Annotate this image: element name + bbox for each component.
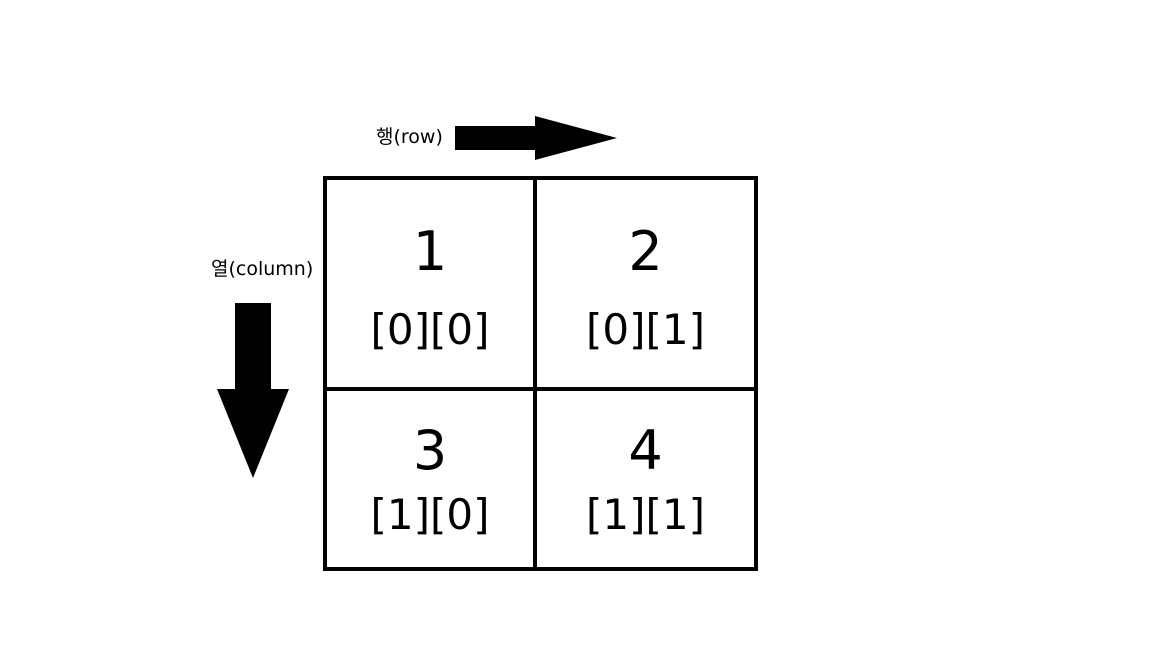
arrow-down-icon xyxy=(217,303,289,478)
matrix-cell: 2 [0][1] xyxy=(537,180,754,391)
column-label: 열(column) xyxy=(211,258,314,280)
cell-index: [1][0] xyxy=(370,490,490,539)
cell-number: 4 xyxy=(628,419,663,482)
cell-index: [1][1] xyxy=(586,490,705,539)
row-label: 행(row) xyxy=(376,126,443,148)
cell-number: 2 xyxy=(628,220,663,283)
cell-number: 3 xyxy=(412,419,448,482)
cell-number: 1 xyxy=(412,220,448,283)
matrix-cell: 1 [0][0] xyxy=(327,180,537,391)
matrix-cell: 4 [1][1] xyxy=(537,391,754,567)
arrow-right-icon xyxy=(455,116,617,160)
cell-index: [0][1] xyxy=(586,305,705,354)
matrix-grid: 1 [0][0] 2 [0][1] 3 [1][0] 4 [1][1] xyxy=(323,176,758,571)
matrix-cell: 3 [1][0] xyxy=(327,391,537,567)
cell-index: [0][0] xyxy=(370,305,490,354)
